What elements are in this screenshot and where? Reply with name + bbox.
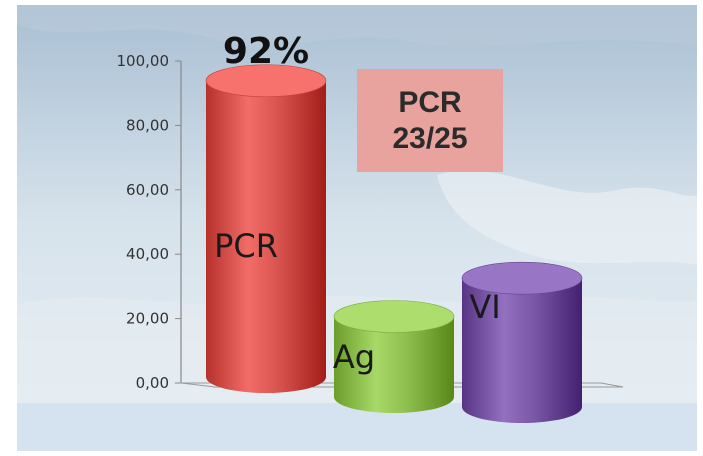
y-tick-label: 0,00 — [136, 374, 169, 392]
note-line-1: PCR — [398, 85, 462, 119]
floor-plane — [180, 382, 624, 388]
y-tick-label: 20,00 — [126, 310, 169, 328]
bar-ag — [333, 300, 455, 413]
bar-top — [205, 64, 327, 98]
y-tick-label: 80,00 — [126, 116, 169, 134]
y-tick-label: 100,00 — [117, 52, 170, 70]
bar-body — [334, 316, 454, 413]
pcr-percentage-label: 92% — [223, 31, 309, 72]
bar-pcr — [205, 64, 327, 393]
bar-vi — [461, 261, 583, 423]
bar-body — [462, 278, 582, 423]
y-tick-label: 40,00 — [126, 245, 169, 263]
category-label-vi: VI — [469, 288, 500, 326]
pcr-ratio-box: PCR 23/25 — [357, 69, 503, 172]
bar-body — [206, 80, 326, 393]
bar-chart: 0,00 20,00 40,00 60,00 80,00 100,00 PCR Ag VI 9… — [117, 31, 624, 423]
category-label-ag: Ag — [333, 338, 375, 376]
category-label-pcr: PCR — [214, 227, 278, 265]
y-tick-label: 60,00 — [126, 181, 169, 199]
chart-frame: 0,00 20,00 40,00 60,00 80,00 100,00 PCR Ag VI 9… — [17, 5, 697, 451]
note-line-2: 23/25 — [392, 121, 468, 155]
bar-top — [333, 300, 455, 333]
bar-top — [461, 261, 583, 295]
y-axis-ticks: 0,00 20,00 40,00 60,00 80,00 100,00 — [117, 52, 181, 392]
bars: PCR Ag VI — [205, 64, 583, 423]
